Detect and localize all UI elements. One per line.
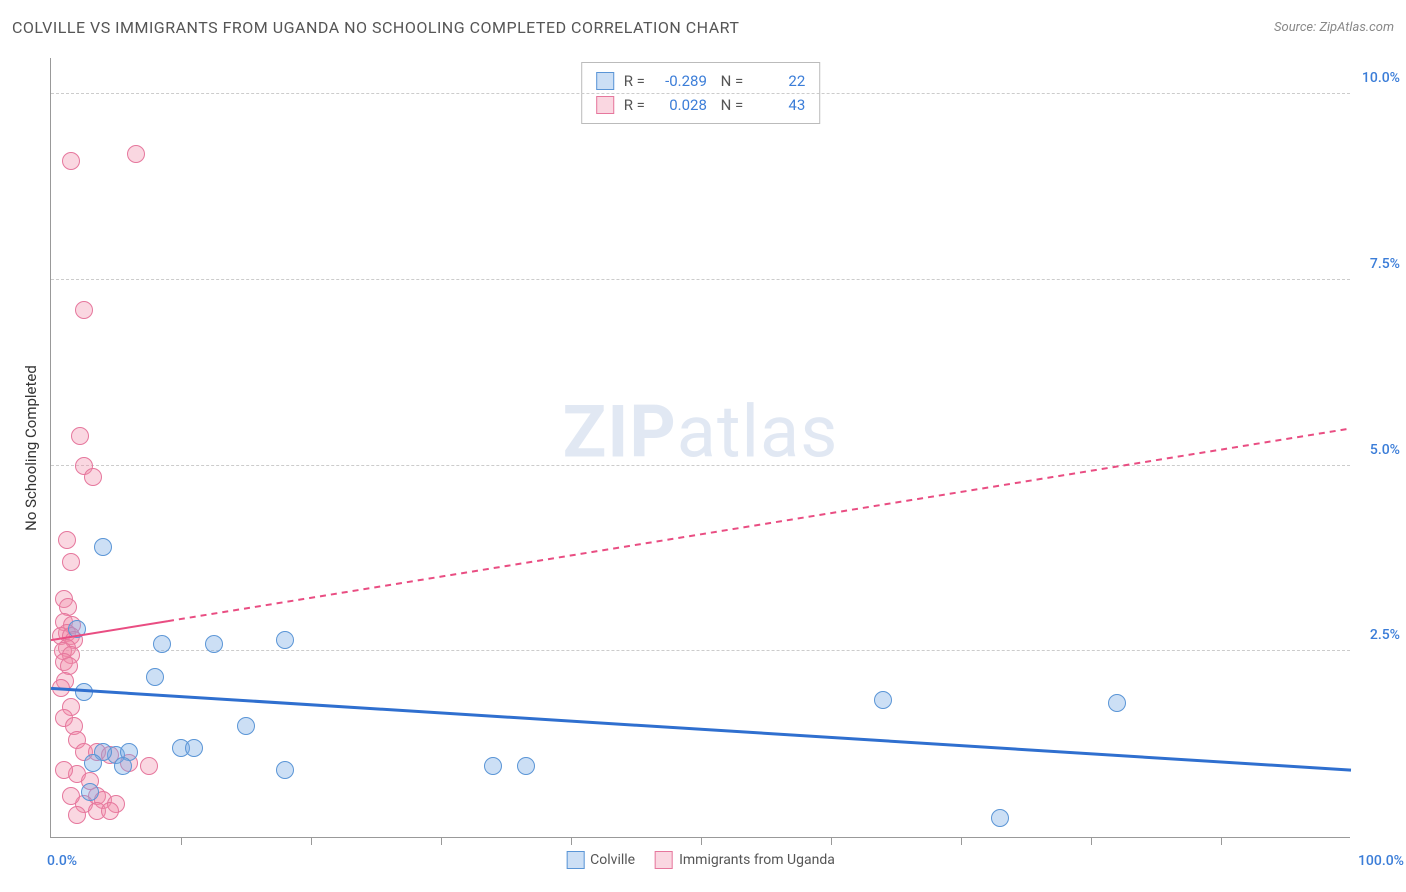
scatter-point xyxy=(52,679,70,697)
scatter-point xyxy=(71,427,89,445)
x-tick xyxy=(961,837,962,845)
source-prefix: Source: xyxy=(1274,20,1319,35)
watermark-atlas: atlas xyxy=(677,389,839,474)
x-tick xyxy=(311,837,312,845)
scatter-point xyxy=(58,531,76,549)
scatter-point xyxy=(68,806,86,824)
scatter-point xyxy=(84,468,102,486)
y-tick-label: 10.0% xyxy=(1355,70,1400,86)
scatter-point xyxy=(75,301,93,319)
legend-stats-row: R = -0.289 N = 22 xyxy=(596,69,806,93)
legend-series-box: Colville Immigrants from Uganda xyxy=(566,851,835,869)
scatter-point xyxy=(81,783,99,801)
scatter-point xyxy=(55,761,73,779)
x-tick xyxy=(831,837,832,845)
scatter-point xyxy=(1108,694,1126,712)
x-tick xyxy=(441,837,442,845)
legend-swatch-series-0 xyxy=(596,72,614,90)
scatter-point xyxy=(874,691,892,709)
watermark: ZIPatlas xyxy=(563,389,839,474)
scatter-point xyxy=(276,761,294,779)
scatter-point xyxy=(75,683,93,701)
legend-item-0: Colville xyxy=(566,851,635,869)
legend-label-1: Immigrants from Uganda xyxy=(679,852,835,868)
legend-r-label: R = xyxy=(624,69,645,93)
legend-n-label: N = xyxy=(717,69,743,93)
legend-r-value-1: 0.028 xyxy=(655,93,707,117)
legend-item-1: Immigrants from Uganda xyxy=(655,851,835,869)
x-tick xyxy=(571,837,572,845)
scatter-point xyxy=(62,787,80,805)
y-axis-label: No Schooling Completed xyxy=(22,365,40,531)
grid-line xyxy=(51,93,1350,94)
scatter-point xyxy=(62,553,80,571)
grid-line xyxy=(51,650,1350,651)
scatter-point xyxy=(114,757,132,775)
x-tick xyxy=(701,837,702,845)
scatter-point xyxy=(205,635,223,653)
scatter-point xyxy=(146,668,164,686)
legend-swatch-series-1 xyxy=(655,851,673,869)
source-name: ZipAtlas.com xyxy=(1319,20,1394,35)
legend-label-0: Colville xyxy=(590,852,635,868)
y-tick-label: 2.5% xyxy=(1355,627,1400,643)
y-tick-label: 5.0% xyxy=(1355,442,1400,458)
scatter-point xyxy=(84,754,102,772)
x-tick-label: 0.0% xyxy=(47,853,77,869)
grid-line xyxy=(51,465,1350,466)
legend-r-label: R = xyxy=(624,93,645,117)
scatter-point xyxy=(517,757,535,775)
scatter-point xyxy=(153,635,171,653)
legend-stats-row: R = 0.028 N = 43 xyxy=(596,93,806,117)
watermark-zip: ZIP xyxy=(563,389,677,474)
legend-swatch-series-0 xyxy=(566,851,584,869)
scatter-point xyxy=(127,145,145,163)
grid-line xyxy=(51,279,1350,280)
x-tick-label: 100.0% xyxy=(1358,853,1404,869)
chart-title: COLVILLE VS IMMIGRANTS FROM UGANDA NO SC… xyxy=(12,18,739,37)
scatter-chart: ZIPatlas No Schooling Completed R = -0.2… xyxy=(50,58,1350,838)
legend-n-value-0: 22 xyxy=(753,69,805,93)
scatter-point xyxy=(276,631,294,649)
legend-n-value-1: 43 xyxy=(753,93,805,117)
legend-swatch-series-1 xyxy=(596,96,614,114)
x-tick xyxy=(1221,837,1222,845)
x-tick xyxy=(181,837,182,845)
x-tick xyxy=(1091,837,1092,845)
scatter-point xyxy=(62,152,80,170)
scatter-point xyxy=(484,757,502,775)
scatter-point xyxy=(68,620,86,638)
scatter-point xyxy=(94,538,112,556)
chart-header: COLVILLE VS IMMIGRANTS FROM UGANDA NO SC… xyxy=(12,18,1394,37)
y-tick-label: 7.5% xyxy=(1355,256,1400,272)
scatter-point xyxy=(185,739,203,757)
scatter-point xyxy=(140,757,158,775)
legend-r-value-0: -0.289 xyxy=(655,69,707,93)
scatter-point xyxy=(101,802,119,820)
scatter-point xyxy=(237,717,255,735)
legend-n-label: N = xyxy=(717,93,743,117)
source-attribution: Source: ZipAtlas.com xyxy=(1274,20,1394,35)
scatter-point xyxy=(991,809,1009,827)
